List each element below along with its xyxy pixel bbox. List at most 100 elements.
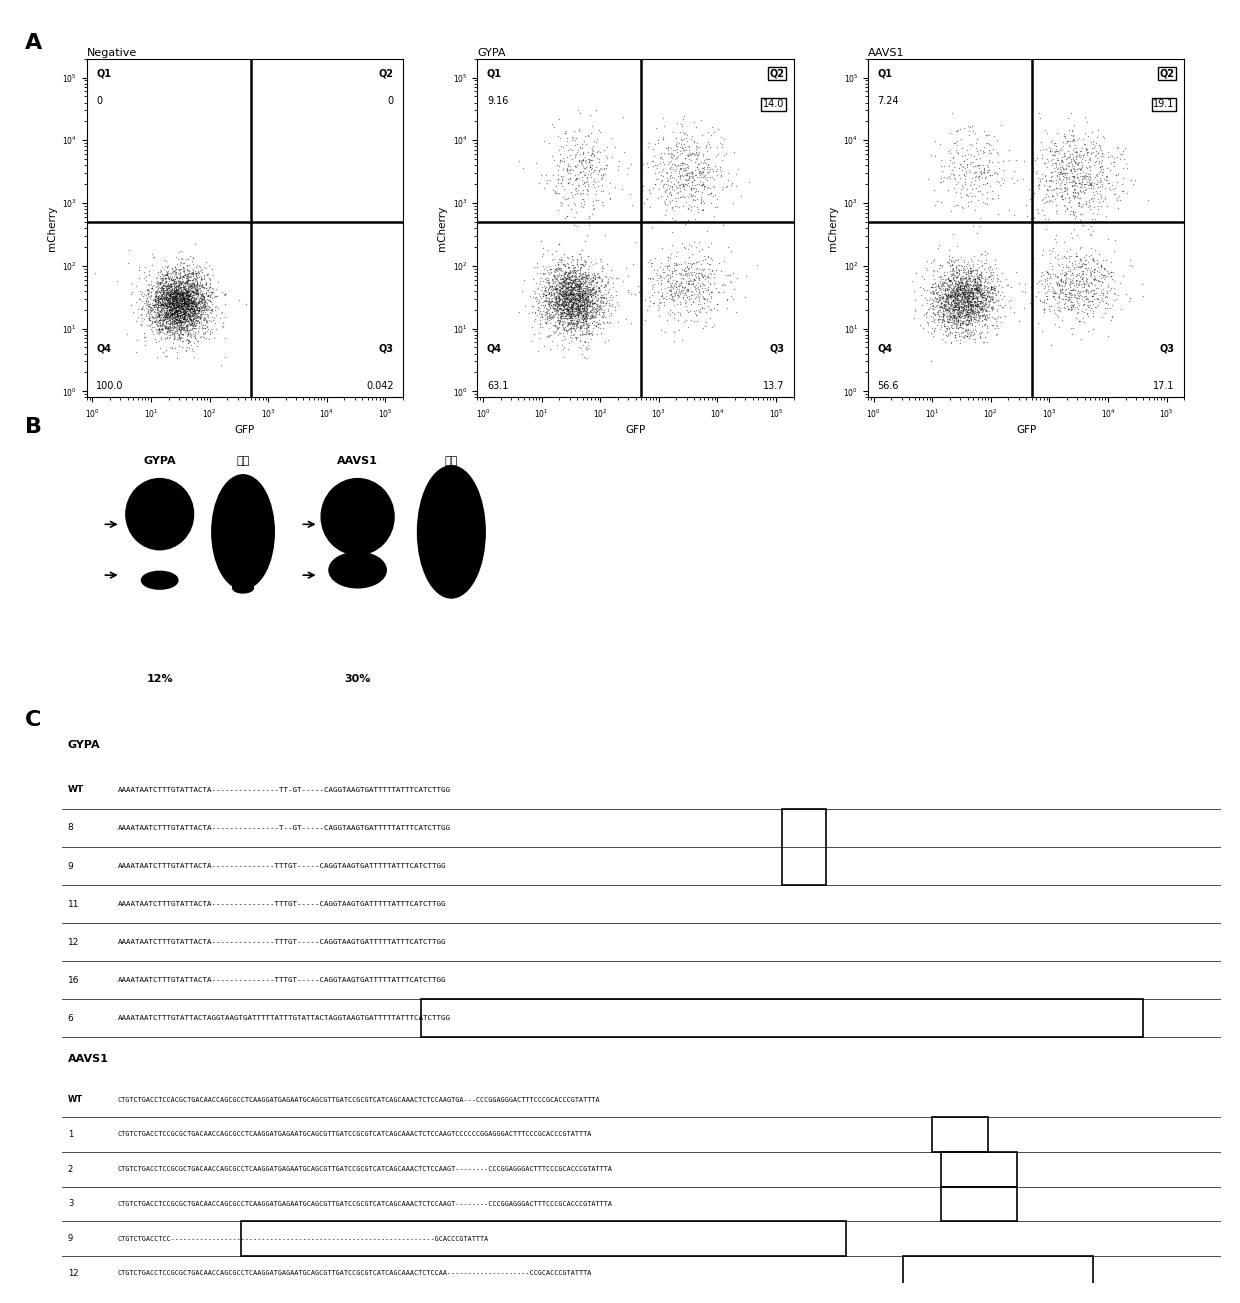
Point	[548, 254, 568, 275]
Point	[191, 270, 211, 291]
Point	[959, 276, 978, 297]
Point	[931, 279, 951, 300]
Point	[954, 304, 973, 324]
Point	[179, 259, 198, 280]
Point	[1104, 262, 1123, 283]
Point	[150, 314, 170, 335]
Point	[174, 289, 193, 310]
Point	[172, 294, 192, 315]
Point	[957, 294, 977, 315]
Point	[992, 262, 1012, 283]
Point	[164, 272, 184, 293]
Point	[725, 163, 745, 184]
Point	[954, 297, 973, 318]
Point	[177, 291, 197, 311]
Point	[949, 301, 968, 322]
Point	[610, 151, 630, 172]
Point	[956, 184, 976, 205]
Point	[688, 294, 708, 315]
Point	[161, 294, 181, 315]
Point	[160, 309, 180, 330]
Point	[686, 263, 706, 284]
Point	[562, 297, 582, 318]
Point	[941, 285, 961, 306]
Point	[557, 278, 577, 298]
Point	[145, 311, 165, 332]
Point	[967, 266, 987, 287]
Point	[952, 276, 972, 297]
Point	[1123, 173, 1143, 194]
Point	[946, 267, 966, 288]
Point	[567, 311, 587, 332]
Point	[1054, 163, 1074, 184]
Point	[976, 284, 996, 305]
Point	[952, 289, 972, 310]
Point	[567, 314, 587, 335]
Point	[563, 288, 583, 309]
Point	[1081, 298, 1101, 319]
Point	[1086, 283, 1106, 304]
Point	[552, 261, 572, 281]
Point	[542, 291, 562, 311]
Point	[155, 309, 175, 330]
Point	[955, 313, 975, 334]
Point	[174, 308, 193, 328]
Point	[588, 288, 608, 309]
Point	[164, 280, 184, 301]
Point	[180, 293, 200, 314]
Point	[579, 279, 599, 300]
Point	[957, 302, 977, 323]
Point	[940, 281, 960, 302]
Point	[957, 268, 977, 289]
Point	[201, 284, 221, 305]
Point	[543, 284, 563, 305]
Point	[1079, 294, 1099, 315]
Point	[567, 294, 587, 315]
Point	[928, 237, 947, 258]
Point	[940, 302, 960, 323]
Point	[663, 168, 683, 189]
Point	[172, 276, 192, 297]
Point	[1081, 272, 1101, 293]
Point	[1061, 172, 1081, 193]
Point	[188, 261, 208, 281]
Point	[563, 305, 583, 326]
Point	[553, 253, 573, 274]
Point	[539, 304, 559, 324]
Point	[149, 275, 169, 296]
Point	[171, 305, 191, 326]
Point	[959, 306, 978, 327]
Point	[146, 291, 166, 311]
Point	[1004, 172, 1024, 193]
Point	[567, 274, 587, 294]
Point	[192, 298, 212, 319]
Point	[564, 301, 584, 322]
Point	[146, 272, 166, 293]
Point	[657, 255, 677, 276]
Point	[1060, 149, 1080, 169]
Point	[162, 292, 182, 313]
Point	[651, 146, 671, 167]
Point	[952, 283, 972, 304]
Point	[157, 300, 177, 321]
Point	[981, 257, 1001, 278]
Point	[966, 281, 986, 302]
Point	[942, 103, 962, 124]
Point	[135, 335, 155, 356]
Point	[1035, 120, 1055, 141]
Point	[583, 136, 603, 156]
Point	[1091, 156, 1111, 177]
Point	[126, 330, 146, 351]
Point	[202, 288, 222, 309]
Point	[549, 288, 569, 309]
Point	[175, 305, 195, 326]
Point	[179, 261, 198, 281]
Point	[212, 301, 232, 322]
Point	[1091, 268, 1111, 289]
Point	[952, 287, 972, 308]
Point	[582, 274, 601, 294]
Point	[967, 287, 987, 308]
Point	[920, 276, 940, 297]
Point	[952, 283, 972, 304]
Point	[177, 323, 197, 344]
